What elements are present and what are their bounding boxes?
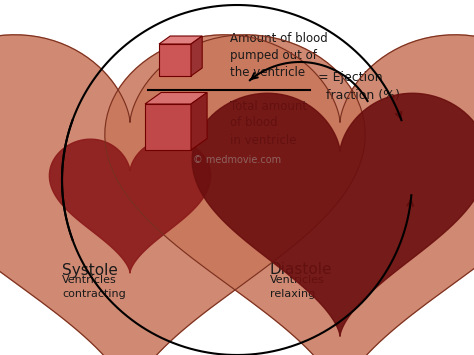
Polygon shape [191,36,202,76]
Text: Systole: Systole [62,262,118,278]
Polygon shape [192,93,474,336]
Text: © m    movie.   m: © m movie. m [157,171,317,189]
Text: Ventricles
relaxing: Ventricles relaxing [270,275,325,299]
Polygon shape [159,36,202,44]
Text: © medmovie.com: © medmovie.com [193,155,281,165]
Polygon shape [159,44,191,76]
Polygon shape [49,139,210,273]
Text: Amount of blood
pumped out of
the ventricle: Amount of blood pumped out of the ventri… [230,32,328,78]
Text: = Ejection
  fraction (%): = Ejection fraction (%) [318,71,400,103]
Polygon shape [105,35,474,355]
Text: Ventricles
contracting: Ventricles contracting [62,275,126,299]
Text: Diastole: Diastole [270,262,332,278]
Polygon shape [191,93,207,150]
Text: Total amount
of blood
in ventricle: Total amount of blood in ventricle [230,99,307,147]
Polygon shape [145,104,191,150]
Polygon shape [0,35,365,355]
Polygon shape [145,93,207,104]
